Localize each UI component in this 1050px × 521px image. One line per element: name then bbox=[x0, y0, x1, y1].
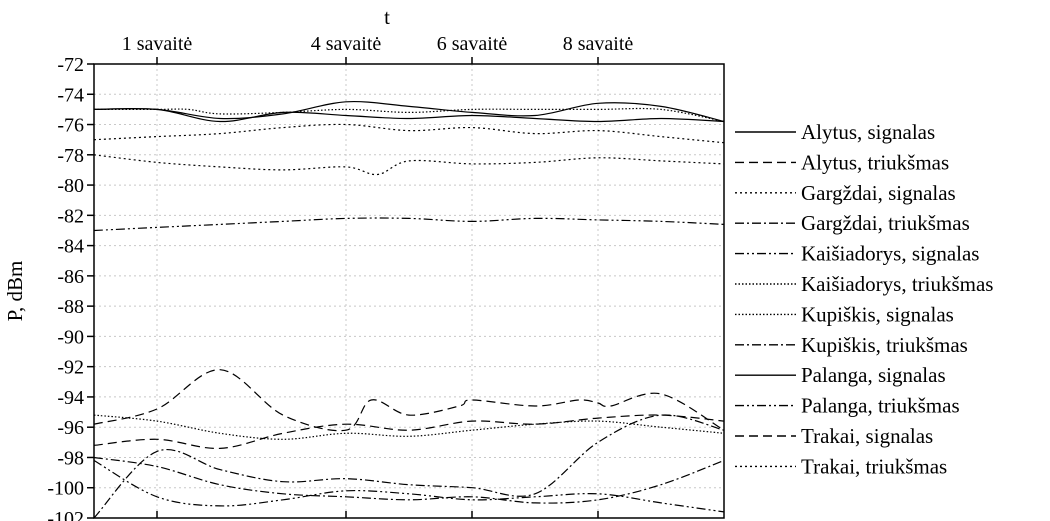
series-line-7 bbox=[94, 107, 725, 123]
plot-frame bbox=[93, 63, 725, 519]
y-tick-label: -102 bbox=[47, 508, 84, 521]
grid bbox=[94, 63, 724, 519]
x-tick-label: 4 savaitė bbox=[311, 33, 382, 55]
series-line-12 bbox=[93, 123, 725, 144]
series-line-2 bbox=[93, 414, 725, 450]
legend-label: Kupiškis, triukšmas bbox=[801, 333, 968, 357]
y-tick-label: -96 bbox=[57, 417, 84, 439]
series-line-5 bbox=[93, 217, 725, 232]
y-tick-label: -92 bbox=[57, 357, 84, 379]
series-group bbox=[93, 100, 725, 519]
series-line-4 bbox=[93, 456, 725, 504]
y-tick-label: -80 bbox=[57, 175, 84, 197]
x-tick-label: 1 savaitė bbox=[122, 33, 193, 55]
legend-label: Alytus, signalas bbox=[801, 120, 935, 144]
legend-label: Alytus, triukšmas bbox=[801, 150, 949, 174]
legend-label: Gargždai, triukšmas bbox=[801, 211, 970, 235]
y-tick-label: -78 bbox=[57, 145, 84, 167]
series-line-11 bbox=[93, 369, 725, 432]
series-line-9 bbox=[93, 107, 725, 123]
x-tick-label: 8 savaitė bbox=[563, 33, 634, 55]
legend-label: Kupiškis, signalas bbox=[801, 302, 954, 326]
y-tick-label: -76 bbox=[57, 115, 84, 137]
y-axis-title: P, dBm bbox=[3, 261, 27, 322]
legend: Alytus, signalas Alytus, triukšmas Gargžda… bbox=[735, 120, 993, 478]
y-tick-label: -90 bbox=[57, 326, 84, 348]
y-tick-label: -100 bbox=[47, 478, 84, 500]
x-axis-title: t bbox=[384, 5, 390, 29]
series-line-8 bbox=[93, 414, 725, 519]
legend-label: Palanga, triukšmas bbox=[801, 394, 960, 418]
y-tick-label: -84 bbox=[57, 236, 84, 258]
x-tick-label: 6 savaitė bbox=[437, 33, 508, 55]
y-tick-label: -72 bbox=[57, 54, 84, 76]
y-tick-label: -94 bbox=[57, 387, 84, 409]
series-line-10 bbox=[93, 459, 725, 513]
legend-label: Gargždai, signalas bbox=[801, 181, 956, 205]
y-tick-label: -88 bbox=[57, 296, 84, 318]
y-tick-label: -74 bbox=[57, 84, 84, 106]
series-line-3 bbox=[93, 154, 725, 176]
legend-label: Kaišiadorys, triukšmas bbox=[801, 272, 993, 296]
legend-label: Kaišiadorys, signalas bbox=[801, 242, 979, 266]
plot-background bbox=[94, 64, 724, 518]
legend-label: Trakai, signalas bbox=[801, 424, 933, 448]
legend-label: Trakai, triukšmas bbox=[801, 454, 947, 478]
series-line-1 bbox=[93, 100, 725, 123]
y-tick-label: -86 bbox=[57, 266, 84, 288]
axes: -72 -74 -76 -78 -80 -82 -84 -86 -88 -90 -92 -94 -96 -… bbox=[47, 33, 633, 521]
y-tick-label: -98 bbox=[57, 447, 84, 469]
y-tick-label: -82 bbox=[57, 205, 84, 227]
legend-label: Palanga, signalas bbox=[801, 363, 946, 387]
